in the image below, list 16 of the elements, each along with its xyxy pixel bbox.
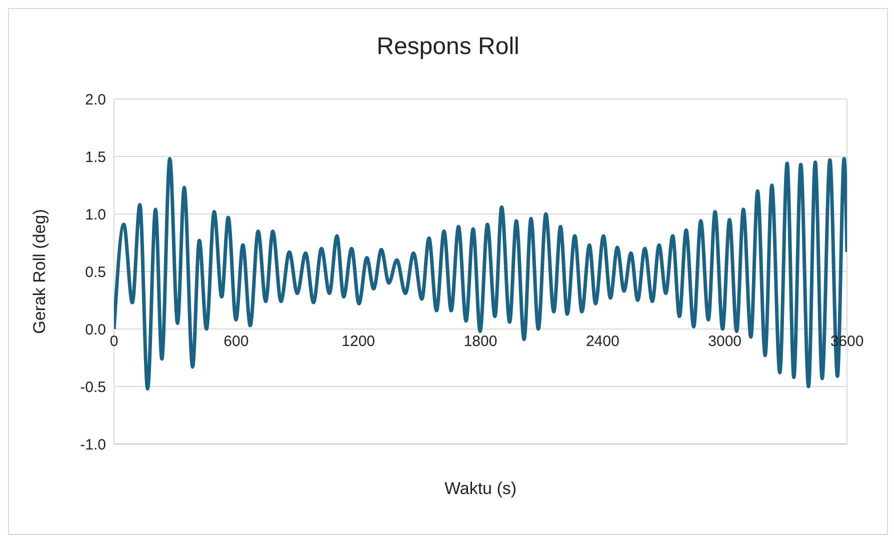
y-tick-label: 1.5 (85, 148, 106, 166)
chart-title: Respons Roll (376, 33, 520, 61)
y-tick-label: 0.5 (85, 264, 106, 281)
y-axis-title: Gerak Roll (deg) (30, 209, 50, 334)
y-tick-label: -1.0 (80, 436, 106, 454)
y-tick-label: 1.0 (85, 206, 106, 224)
x-tick-label: 2400 (586, 333, 620, 350)
x-tick-label: 0 (110, 333, 118, 350)
y-tick-label: -0.5 (80, 378, 106, 396)
x-tick-label: 600 (224, 333, 249, 350)
y-tick-label: 0.0 (85, 321, 106, 338)
x-axis-title: Waktu (s) (444, 479, 517, 498)
x-tick-label: 1800 (464, 333, 498, 350)
x-tick-label: 3000 (708, 333, 742, 350)
y-tick-label: 2.0 (85, 91, 106, 108)
x-tick-label: 1200 (342, 333, 376, 350)
